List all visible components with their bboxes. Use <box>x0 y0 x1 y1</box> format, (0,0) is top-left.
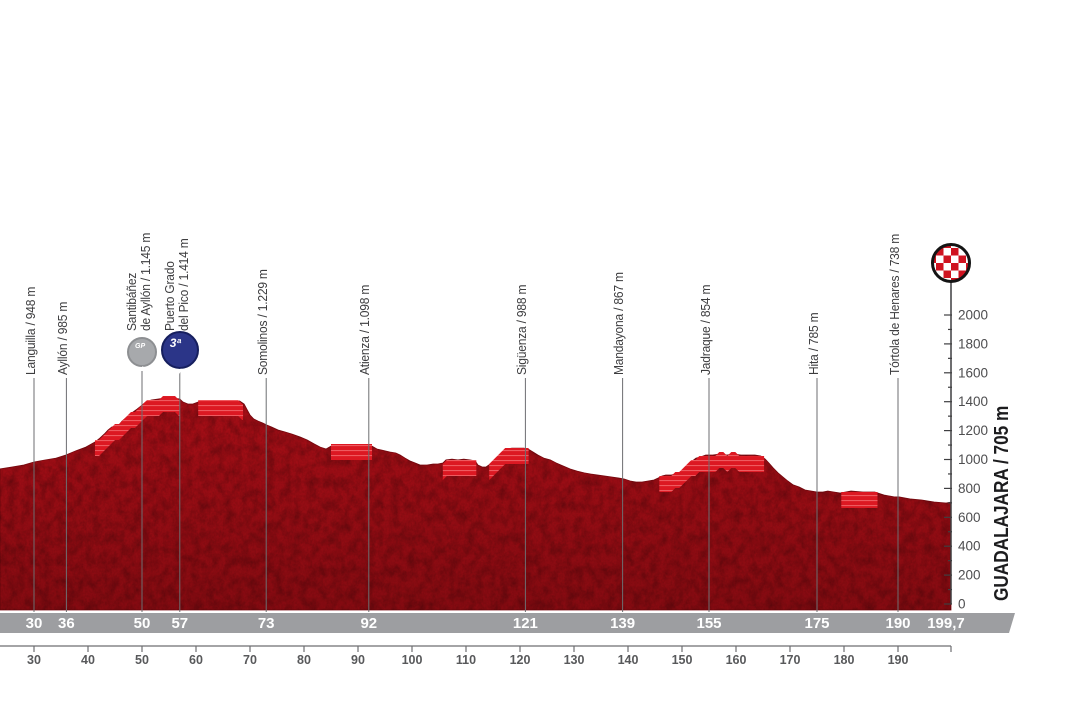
ruler-label-50: 50 <box>135 653 149 667</box>
km-bar-label-finish: 199,7 <box>927 615 965 632</box>
waypoint-label-hita: Hita / 785 m <box>806 312 822 375</box>
waypoint-label-line: Puerto Grado <box>162 261 177 331</box>
y-axis-label-2000: 2000 <box>958 308 988 323</box>
waypoint-label-line: del Pico / 1.414 m <box>176 238 191 331</box>
waypoint-label-line: Santibáñez <box>125 272 139 331</box>
ruler-label-40: 40 <box>81 653 95 667</box>
waypoint-label-line: Hita / 785 m <box>806 312 821 375</box>
mountain-icon <box>134 366 150 375</box>
y-axis-label-0: 0 <box>958 597 966 612</box>
waypoint-label-mandayona: Mandayona / 867 m <box>612 272 627 375</box>
waypoint-label-siguenza: Sigüenza / 988 m <box>514 284 530 375</box>
steep-climb-band-5 <box>489 448 529 480</box>
ruler-label-110: 110 <box>456 653 476 667</box>
ruler-label-170: 170 <box>780 653 801 667</box>
waypoint-label-ayllon: Ayllón / 985 m <box>55 301 71 375</box>
ruler-label-120: 120 <box>510 653 531 667</box>
climb-category-text: GP <box>135 343 146 350</box>
km-bar-label-languilla: 30 <box>26 615 43 632</box>
waypoint-label-line: Jadraque / 854 m <box>698 284 713 375</box>
steep-climb-band-2 <box>198 400 243 420</box>
waypoint-label-languilla: Languilla / 948 m <box>23 286 39 375</box>
km-bar-label-hita: 175 <box>804 615 829 632</box>
ruler-label-190: 190 <box>888 653 909 667</box>
km-bar-label-tortola-de-henares: 190 <box>885 615 910 632</box>
waypoint-label-santibanez-de-ayllon: Santibáñez de Ayllón / 1.145 m <box>125 232 153 331</box>
ruler-label-140: 140 <box>618 653 639 667</box>
km-bar-label-mandayona: 139 <box>610 615 635 632</box>
finish-checkered-flag-icon <box>931 243 971 283</box>
y-axis-label-1000: 1000 <box>958 452 988 467</box>
ruler-label-150: 150 <box>672 653 693 667</box>
y-axis-label-800: 800 <box>958 481 981 496</box>
waypoint-label-line: Ayllón / 985 m <box>55 301 70 375</box>
waypoint-label-line: Somolinos / 1.229 m <box>255 269 270 375</box>
profile-bottom-shade <box>0 430 951 610</box>
km-bar-label-somolinos: 73 <box>258 615 275 632</box>
km-bar-label-jadraque: 155 <box>696 615 721 632</box>
y-axis-label-600: 600 <box>958 510 981 525</box>
ruler-label-180: 180 <box>834 653 855 667</box>
steep-climb-band-3 <box>331 444 372 460</box>
waypoint-label-puerto-grado-del-pico: Puerto Grado del Pico / 1.414 m <box>162 238 191 331</box>
km-bar-label-puerto-grado-del-pico: 57 <box>171 615 188 632</box>
y-axis-label-1800: 1800 <box>958 336 988 351</box>
climb-category-text: 3ª <box>169 336 181 350</box>
steep-climb-band-4 <box>442 460 477 480</box>
ruler-label-60: 60 <box>189 653 203 667</box>
ruler-label-90: 90 <box>351 653 365 667</box>
km-bar-label-siguenza: 121 <box>513 615 538 632</box>
ruler-label-80: 80 <box>297 653 311 667</box>
waypoint-label-line: Atienza / 1.098 m <box>358 284 373 375</box>
ruler-label-100: 100 <box>402 653 423 667</box>
waypoint-label-line: Mandayona / 867 m <box>612 272 627 375</box>
ruler-label-70: 70 <box>243 653 257 667</box>
waypoint-label-somolinos: Somolinos / 1.229 m <box>255 269 271 375</box>
waypoint-label-jadraque: Jadraque / 854 m <box>698 284 714 375</box>
km-bar-label-santibanez-de-ayllon: 50 <box>134 615 151 632</box>
waypoint-label-line: Sigüenza / 988 m <box>514 284 529 375</box>
waypoint-label-tortola-de-henares: Tórtola de Henares / 738 m <box>887 233 903 375</box>
y-axis-label-1600: 1600 <box>958 365 988 380</box>
y-axis-label-200: 200 <box>958 568 981 583</box>
y-axis-label-400: 400 <box>958 539 981 554</box>
ruler-label-130: 130 <box>564 653 585 667</box>
km-bar-label-ayllon: 36 <box>58 615 75 632</box>
climb-category-3-icon: 3ª <box>160 331 199 381</box>
ruler-label-30: 30 <box>27 653 41 667</box>
mountain-icon <box>168 368 191 381</box>
steep-climb-band-7 <box>841 492 878 508</box>
waypoint-label-line: Languilla / 948 m <box>23 286 38 375</box>
steep-climb-band-6 <box>659 452 765 492</box>
waypoint-label-line: Tórtola de Henares / 738 m <box>887 233 902 375</box>
y-axis-label-1400: 1400 <box>958 394 988 409</box>
climb-unclassified-icon: GP <box>127 337 157 375</box>
ruler-label-160: 160 <box>726 653 747 667</box>
finish-label: GUADALAJARA / 705 m <box>991 405 1013 601</box>
waypoint-label-line: de Ayllón / 1.145 m <box>138 232 153 331</box>
steep-climb-band-1 <box>95 396 180 456</box>
km-bar-label-atienza: 92 <box>360 615 377 632</box>
waypoint-label-atienza: Atienza / 1.098 m <box>358 284 373 375</box>
km-bar <box>0 613 1015 633</box>
y-axis-label-1200: 1200 <box>958 423 988 438</box>
